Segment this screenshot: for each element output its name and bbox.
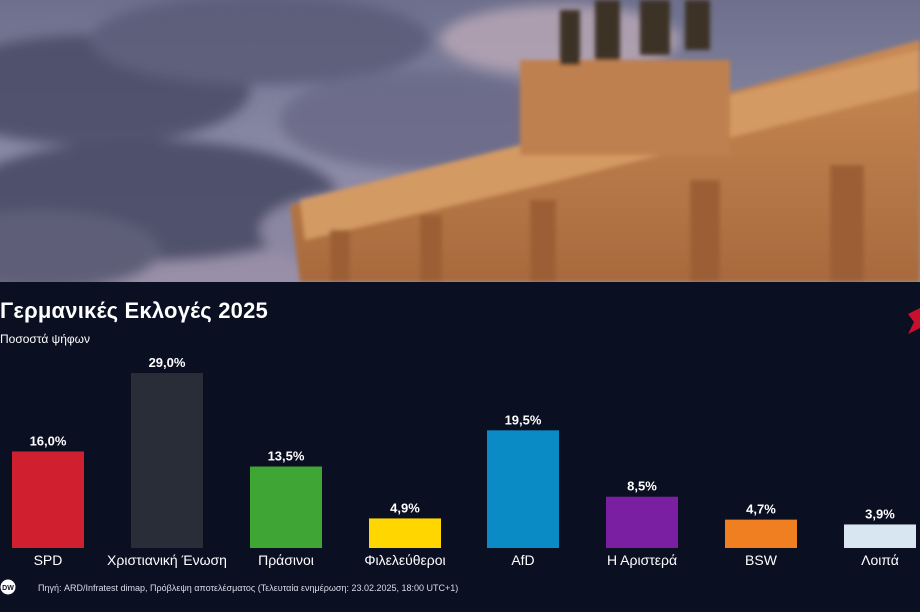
- bar-1: [12, 451, 84, 548]
- bar-6: [606, 496, 678, 548]
- svg-text:DW: DW: [2, 585, 14, 592]
- category-label: Φιλελεύθεροι: [364, 552, 445, 568]
- bar-value-label: 8,5%: [627, 479, 657, 494]
- bar-4: [369, 518, 441, 548]
- category-label: AfD: [511, 552, 534, 568]
- category-label: Χριστιανική Ένωση: [107, 552, 227, 568]
- bar-value-label: 4,7%: [746, 502, 776, 517]
- category-label: SPD: [34, 552, 63, 568]
- bar-5: [487, 430, 559, 548]
- bar-value-label: 13,5%: [268, 449, 305, 464]
- bar-2: [131, 373, 203, 548]
- category-label: Πράσινοι: [258, 552, 314, 568]
- bar-8: [844, 524, 916, 548]
- bar-value-label: 16,0%: [30, 433, 67, 448]
- chart-title: Γερμανικές Εκλογές 2025: [0, 298, 268, 323]
- dw-logo-icon: DW: [0, 579, 16, 595]
- bar-value-label: 3,9%: [865, 506, 895, 521]
- bar-7: [725, 519, 797, 548]
- category-label: Η Αριστερά: [607, 552, 677, 568]
- bar-chart: 16,0% SPD 29,0% Χριστιανική Ένωση 13,5% Πράσι…: [12, 355, 916, 568]
- category-label: Λοιπά: [861, 552, 899, 568]
- brandenburg-gate-photo: [0, 0, 920, 282]
- category-label: BSW: [745, 552, 778, 568]
- source-note: Πηγή: ARD/Infratest dimap, Πρόβλεψη αποτ…: [38, 583, 459, 593]
- bar-value-label: 19,5%: [505, 412, 542, 427]
- chart-subtitle: Ποσοστά ψήφων: [0, 332, 91, 346]
- red-corner-mark-icon: [908, 308, 920, 334]
- header-photo: [0, 0, 920, 282]
- chart-panel: Γερμανικές Εκλογές 2025 Ποσοστά ψήφων 16…: [0, 282, 920, 612]
- bar-value-label: 29,0%: [149, 355, 186, 370]
- bar-3: [250, 466, 322, 548]
- bar-value-label: 4,9%: [390, 500, 420, 515]
